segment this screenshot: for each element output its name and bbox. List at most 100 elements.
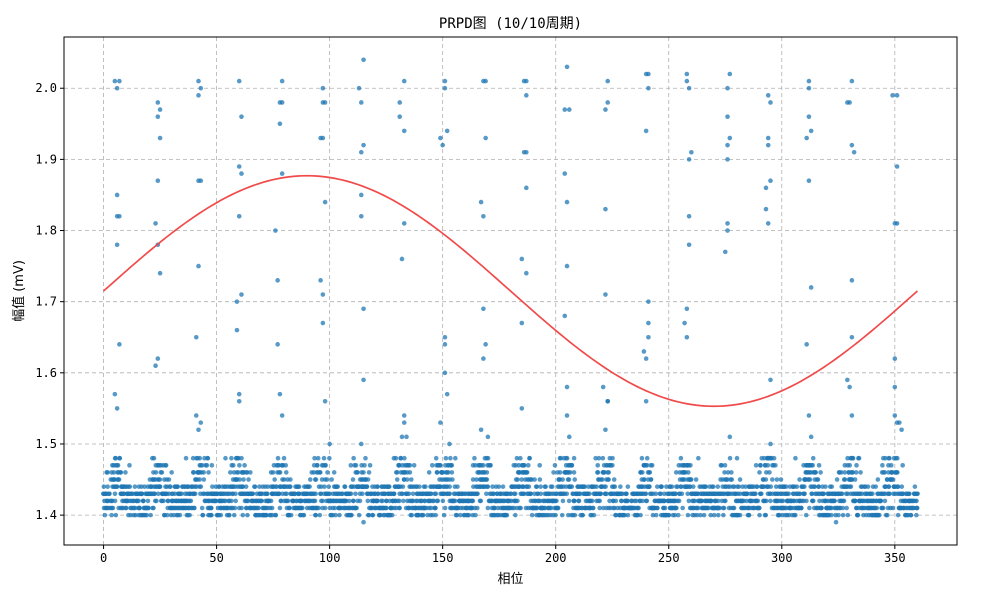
scatter-point: [269, 505, 275, 511]
scatter-point: [236, 213, 242, 219]
scatter-point: [351, 498, 356, 504]
scatter-point: [429, 463, 435, 468]
scatter-point: [399, 434, 405, 440]
scatter-point: [470, 498, 476, 504]
scatter-point: [806, 85, 812, 91]
scatter-point: [522, 463, 527, 468]
x-tick-label: 150: [432, 551, 454, 565]
scatter-point: [802, 491, 807, 497]
scatter-point: [485, 505, 491, 511]
scatter-point: [571, 470, 577, 475]
scatter-point: [519, 477, 524, 482]
scatter-point: [362, 463, 367, 468]
scatter-point: [813, 470, 818, 475]
scatter-point: [804, 498, 809, 504]
scatter-point: [743, 484, 748, 489]
scatter-point: [435, 498, 441, 504]
scatter-point: [521, 78, 527, 84]
scatter-point: [725, 142, 730, 148]
scatter-point: [650, 512, 656, 518]
scatter-point: [233, 498, 238, 504]
scatter-point: [340, 491, 345, 497]
scatter-point: [643, 491, 649, 497]
scatter-point: [519, 320, 525, 326]
scatter-point: [285, 498, 291, 504]
scatter-point: [729, 470, 734, 475]
scatter-point: [682, 320, 687, 326]
scatter-point: [473, 512, 478, 518]
scatter-point: [313, 477, 319, 482]
scatter-point: [401, 477, 407, 482]
scatter-point: [849, 278, 855, 283]
scatter-point: [274, 484, 279, 489]
scatter-point: [674, 505, 679, 511]
scatter-point: [400, 484, 406, 489]
scatter-point: [709, 498, 714, 504]
scatter-point: [500, 484, 506, 489]
scatter-point: [485, 484, 490, 489]
scatter-point: [882, 498, 888, 504]
scatter-point: [102, 512, 108, 518]
scatter-point: [447, 441, 452, 447]
scatter-point: [695, 505, 701, 511]
scatter-point: [166, 477, 172, 482]
scatter-point: [692, 498, 697, 504]
scatter-point: [472, 455, 477, 461]
scatter-point: [157, 484, 163, 489]
scatter-point: [659, 484, 664, 489]
scatter-point: [243, 484, 249, 489]
curve-layer: [102, 174, 919, 408]
scatter-point: [433, 512, 438, 518]
scatter-point: [673, 470, 679, 475]
scatter-point: [136, 498, 141, 504]
scatter-point: [706, 505, 711, 511]
y-tick-label: 2.0: [35, 81, 57, 95]
scatter-point: [193, 413, 199, 418]
scatter-point: [110, 505, 116, 511]
scatter-point: [840, 505, 846, 511]
scatter-point: [127, 484, 133, 489]
x-tick-label: 300: [771, 551, 793, 565]
scatter-point: [275, 342, 280, 347]
scatter-point: [765, 463, 771, 468]
scatter-point: [886, 455, 892, 461]
scatter-point: [188, 498, 194, 504]
scatter-point: [406, 491, 412, 497]
scatter-point: [763, 206, 769, 212]
scatter-point: [397, 114, 403, 119]
scatter-point: [114, 484, 120, 489]
scatter-point: [548, 505, 554, 511]
scatter-point: [242, 463, 247, 468]
scatter-point: [109, 512, 114, 518]
scatter-point: [474, 477, 479, 482]
scatter-point: [682, 477, 687, 482]
scatter-point: [676, 498, 682, 504]
scatter-point: [684, 334, 690, 340]
scatter-point: [375, 491, 381, 497]
scatter-point: [358, 149, 364, 155]
scatter-point: [342, 484, 348, 489]
scatter-point: [326, 484, 332, 489]
scatter-point: [823, 484, 828, 489]
scatter-point: [192, 491, 198, 497]
scatter-point: [640, 498, 645, 504]
y-tick-label: 1.8: [35, 224, 57, 238]
scatter-point: [198, 420, 204, 425]
x-tick-label: 350: [884, 551, 906, 565]
scatter-point: [175, 484, 181, 489]
scatter-point: [810, 498, 816, 504]
scatter-point: [566, 498, 572, 504]
scatter-point: [744, 498, 750, 504]
scatter-point: [117, 342, 122, 347]
scatter-point: [245, 498, 251, 504]
scatter-point: [804, 135, 809, 141]
scatter-point: [653, 512, 659, 518]
scatter-point: [834, 477, 840, 482]
scatter-point: [895, 512, 901, 518]
scatter-point: [851, 149, 857, 155]
scatter-point: [688, 463, 693, 468]
scatter-point: [366, 512, 372, 518]
scatter-point: [524, 93, 529, 98]
scatter-point: [526, 484, 532, 489]
scatter-point: [727, 135, 733, 141]
